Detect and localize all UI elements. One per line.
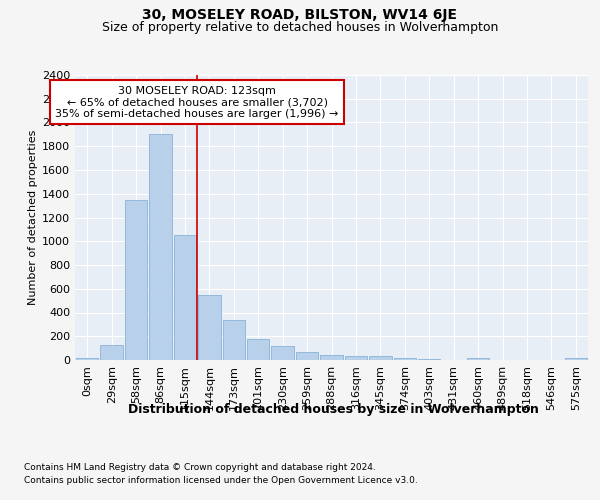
Bar <box>100 344 123 360</box>
Bar <box>149 134 172 360</box>
Bar <box>565 358 587 360</box>
Bar <box>344 356 367 360</box>
Text: 30, MOSELEY ROAD, BILSTON, WV14 6JE: 30, MOSELEY ROAD, BILSTON, WV14 6JE <box>143 8 458 22</box>
Bar <box>369 356 392 360</box>
Bar <box>223 320 245 360</box>
Text: Contains public sector information licensed under the Open Government Licence v3: Contains public sector information licen… <box>24 476 418 485</box>
Bar <box>173 236 196 360</box>
Bar <box>296 352 319 360</box>
Text: Distribution of detached houses by size in Wolverhampton: Distribution of detached houses by size … <box>128 402 538 415</box>
Bar <box>125 200 148 360</box>
Text: Contains HM Land Registry data © Crown copyright and database right 2024.: Contains HM Land Registry data © Crown c… <box>24 462 376 471</box>
Bar <box>198 294 221 360</box>
Bar <box>467 358 490 360</box>
Bar <box>271 346 294 360</box>
Bar <box>320 354 343 360</box>
Text: Size of property relative to detached houses in Wolverhampton: Size of property relative to detached ho… <box>102 21 498 34</box>
Bar <box>394 358 416 360</box>
Text: 30 MOSELEY ROAD: 123sqm
← 65% of detached houses are smaller (3,702)
35% of semi: 30 MOSELEY ROAD: 123sqm ← 65% of detache… <box>55 86 339 119</box>
Bar <box>76 358 98 360</box>
Y-axis label: Number of detached properties: Number of detached properties <box>28 130 38 305</box>
Bar <box>247 339 269 360</box>
